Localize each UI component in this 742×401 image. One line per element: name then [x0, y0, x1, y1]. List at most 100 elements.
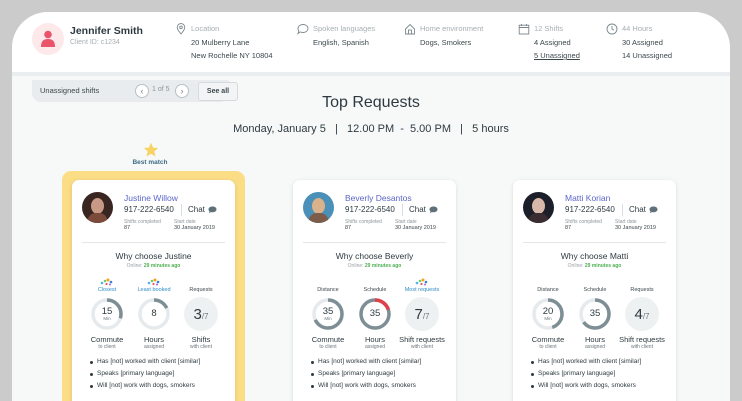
metric-subcaption: assigned — [143, 344, 164, 350]
caregiver-avatar — [303, 192, 334, 223]
caregiver-photo — [82, 192, 113, 223]
metric-subcaption: with client — [631, 344, 653, 350]
hours-label: 44 Hours — [622, 24, 653, 33]
chevron-left-icon: ‹ — [140, 85, 144, 96]
metric-heading: Distance — [317, 287, 339, 293]
requests-count: 3 — [193, 305, 202, 323]
caregiver-name-link[interactable]: Justine Willow — [124, 193, 178, 203]
metric-heading: Least booked — [137, 287, 171, 293]
chat-bubble-icon — [208, 206, 217, 213]
metric-caption: Commute — [311, 335, 345, 344]
metric-unit: Min — [544, 316, 552, 322]
reason-list: Has [not] worked with client [similar] S… — [531, 358, 641, 394]
reason-item: Will [not] work with dogs, smokers — [90, 382, 200, 394]
best-match-label: Best match — [132, 159, 168, 166]
chat-label: Chat — [409, 205, 426, 214]
ring-value: 8 — [137, 297, 171, 331]
metric-value: 35 — [322, 305, 334, 317]
see-all-button[interactable]: See all — [198, 82, 238, 101]
requests-badge: 3/7 — [184, 297, 218, 331]
metric-heading: Requests — [189, 287, 213, 293]
progress-ring — [312, 298, 344, 330]
requests-badge: 7/7 — [405, 297, 439, 331]
home-value: Dogs, Smokers — [420, 38, 472, 47]
client-name: Jennifer Smith — [70, 25, 143, 37]
caregiver-phone: 917-222-6540 — [565, 205, 615, 214]
metric-subcaption: to client — [98, 344, 116, 350]
reason-item: Has [not] worked with client [similar] — [531, 358, 641, 370]
prev-shift-button[interactable]: ‹ — [135, 84, 149, 98]
progress-ring — [359, 298, 391, 330]
start-date-label: Start date — [174, 219, 196, 225]
metric-subcaption: to client — [539, 344, 557, 350]
start-date-label: Start date — [395, 219, 417, 225]
reason-item: Speaks [primary language] — [90, 370, 200, 382]
chat-label: Chat — [188, 205, 205, 214]
reason-list: Has [not] worked with client [similar] S… — [311, 358, 421, 394]
metric-unit: Min — [324, 316, 332, 322]
confetti-badge-icon — [147, 278, 160, 286]
pager-text: 1 of 5 — [152, 86, 170, 93]
metric-heading: Requests — [630, 287, 654, 293]
chat-button[interactable]: Chat — [188, 205, 217, 214]
why-choose-heading: Why choose Justine — [115, 251, 192, 261]
metric-heading: Closest — [97, 287, 117, 293]
progress-ring — [91, 298, 123, 330]
shifts-completed-value: 87 — [124, 225, 131, 231]
shifts-unassigned-link[interactable]: 5 Unassigned — [534, 51, 580, 60]
metric-heading: Schedule — [583, 287, 607, 293]
shifts-completed-label: Shifts completed — [345, 219, 382, 225]
requests-badge: 4/7 — [625, 297, 659, 331]
confetti-badge-icon — [415, 278, 428, 286]
caregiver-card[interactable]: Beverly Desantos 917-222-6540 Chat Shift… — [293, 180, 456, 401]
caregiver-avatar — [82, 192, 113, 223]
location-line2: New Rochelle NY 10804 — [191, 51, 273, 60]
caregiver-name-link[interactable]: Beverly Desantos — [345, 193, 412, 203]
metric-heading: Distance — [537, 287, 559, 293]
ring-value: 35 — [578, 297, 612, 331]
caregiver-phone: 917-222-6540 — [345, 205, 395, 214]
ring-value: 35 Min — [311, 297, 345, 331]
metric-value: 15 — [101, 305, 113, 317]
progress-ring — [532, 298, 564, 330]
languages-value: English, Spanish — [313, 38, 369, 47]
chat-label: Chat — [629, 205, 646, 214]
metric-subcaption: to client — [319, 344, 337, 350]
hours-assigned: 30 Assigned — [622, 38, 663, 47]
progress-ring — [579, 298, 611, 330]
metric-caption: Hours — [584, 335, 605, 344]
chat-bubble-icon — [429, 206, 438, 213]
metric-caption: Commute — [90, 335, 124, 344]
hours-unassigned: 14 Unassigned — [622, 51, 673, 60]
online-label: Online: — [567, 263, 584, 269]
home-icon — [405, 23, 415, 35]
ring-value: 35 — [358, 297, 392, 331]
reason-item: Will [not] work with dogs, smokers — [531, 382, 641, 394]
location-label: Location — [191, 24, 220, 33]
caregiver-photo — [523, 192, 554, 223]
metric-value: 35 — [369, 308, 381, 320]
requests-total: /7 — [642, 312, 650, 321]
metric-unit: Min — [103, 316, 111, 322]
reason-item: Will [not] work with dogs, smokers — [311, 382, 421, 394]
start-date-label: Start date — [615, 219, 637, 225]
caregiver-name-link[interactable]: Matti Korian — [565, 193, 611, 203]
client-avatar — [32, 23, 64, 55]
shifts-completed-label: Shifts completed — [565, 219, 602, 225]
shift-summary: Monday, January 5 | 12.00 PM - 5.00 PM |… — [233, 123, 509, 135]
divider — [181, 204, 182, 216]
user-icon — [41, 30, 55, 47]
calendar-icon — [518, 24, 530, 35]
chat-button[interactable]: Chat — [629, 205, 658, 214]
caregiver-card[interactable]: Justine Willow 917-222-6540 Chat Shifts … — [72, 180, 235, 401]
reason-item: Has [not] worked with client [similar] — [311, 358, 421, 370]
caregiver-card[interactable]: Matti Korian 917-222-6540 Chat Shifts co… — [513, 180, 676, 401]
requests-count: 4 — [634, 305, 643, 323]
location-line1: 20 Mulberry Lane — [191, 38, 250, 47]
languages-label: Spoken languages — [313, 24, 376, 33]
chat-button[interactable]: Chat — [409, 205, 438, 214]
metric-caption: Shift requests — [399, 335, 445, 344]
why-choose-heading: Why choose Matti — [560, 251, 629, 261]
shifts-completed-value: 87 — [345, 225, 352, 231]
next-shift-button[interactable]: › — [175, 84, 189, 98]
